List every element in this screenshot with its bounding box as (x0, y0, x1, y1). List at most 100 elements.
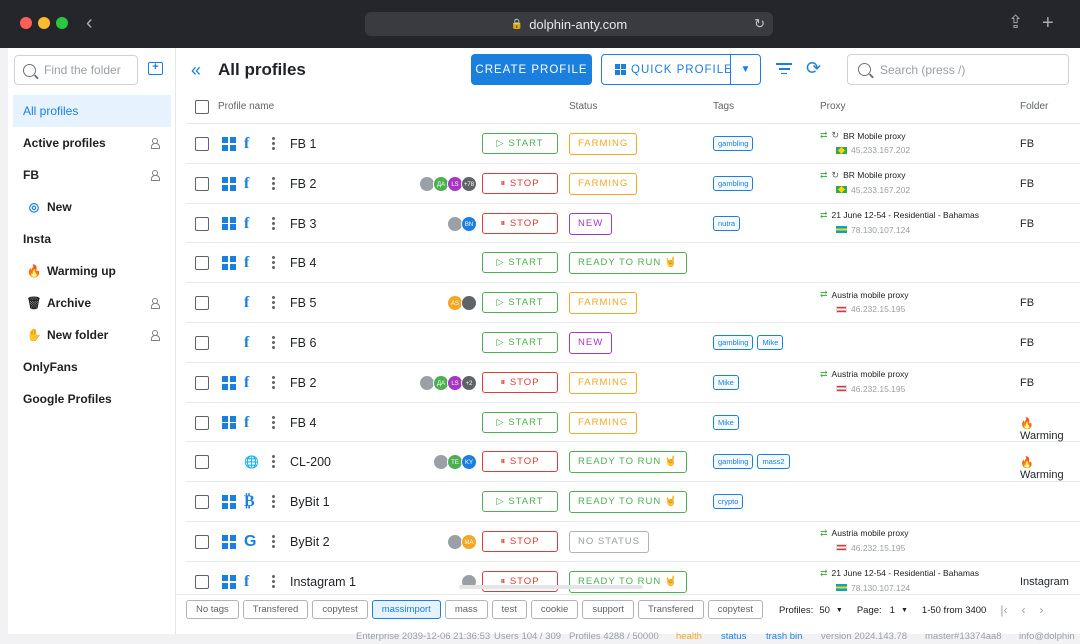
profile-name[interactable]: FB 6 (290, 335, 317, 350)
sidebar-item[interactable]: Insta (13, 223, 171, 255)
profile-name[interactable]: Instagram 1 (290, 574, 357, 589)
footer-status-link[interactable]: status (721, 631, 747, 642)
more-options-icon[interactable] (272, 335, 275, 351)
sidebar-item[interactable]: All profiles (13, 95, 171, 127)
create-profile-button[interactable]: CREATE PROFILE (471, 54, 592, 85)
reload-icon[interactable]: ↻ (754, 16, 765, 31)
proxy-cell[interactable]: ⇄ Austria mobile proxy 46.232.15.195 (820, 369, 909, 394)
table-row[interactable]: f FB 4 ▷ START READY TO RUN 🤘 (186, 243, 1080, 284)
new-tab-icon[interactable]: + (1042, 12, 1054, 34)
filter-icon[interactable] (776, 63, 792, 75)
profile-name[interactable]: FB 1 (290, 137, 317, 151)
horizontal-scrollbar[interactable] (459, 585, 643, 589)
status-badge[interactable]: NEW (569, 331, 613, 354)
profile-name[interactable]: FB 5 (290, 296, 317, 311)
maximize-window-button[interactable] (56, 17, 68, 29)
collapse-sidebar-icon[interactable]: « (191, 60, 202, 80)
select-all-checkbox[interactable] (195, 100, 209, 114)
start-button[interactable]: ▷ START (482, 331, 558, 353)
tag-chip[interactable]: mass2 (757, 454, 790, 470)
proxy-cell[interactable]: ⇄ ↻ BR Mobile proxy 45.233.167.202 (820, 130, 910, 155)
more-options-icon[interactable] (272, 137, 275, 152)
stop-button[interactable]: ⏸ STOP (482, 371, 558, 393)
status-badge[interactable]: FARMING (569, 133, 638, 155)
sidebar-item[interactable]: Active profiles (13, 127, 171, 159)
proxy-cell[interactable]: ⇄ 21 June 12-54 - Residential - Bahamas 78… (820, 568, 979, 593)
status-badge[interactable]: FARMING (569, 292, 638, 315)
status-badge[interactable]: FARMING (569, 172, 638, 195)
footer-health-link[interactable]: health (676, 631, 702, 642)
tag-filter-chip[interactable]: test (491, 600, 527, 619)
add-folder-icon[interactable]: + (148, 62, 163, 75)
tag-chip[interactable]: nutra (713, 215, 741, 231)
stop-button[interactable]: ⏸ STOP (482, 212, 558, 234)
more-options-icon[interactable] (272, 216, 275, 232)
tag-filter-chip[interactable]: massimport (371, 600, 441, 619)
table-row[interactable]: f FB 5 AS ▷ START FARMING ⇄ Austria mobile pro… (186, 283, 1080, 323)
quick-profile-button[interactable]: QUICK PROFILE ▼ (601, 54, 761, 85)
minimize-window-button[interactable] (38, 17, 50, 29)
status-badge[interactable]: FARMING (569, 411, 638, 434)
start-button[interactable]: ▷ START (482, 491, 558, 513)
more-options-icon[interactable] (272, 574, 275, 590)
tag-chip[interactable]: gambling (713, 175, 754, 191)
start-button[interactable]: ▷ START (482, 411, 558, 433)
row-checkbox[interactable] (195, 256, 209, 271)
more-options-icon[interactable] (272, 415, 275, 431)
stop-button[interactable]: ⏸ STOP (482, 172, 558, 194)
tag-chip[interactable]: gambling (713, 334, 754, 350)
tag-chip[interactable]: gambling (713, 454, 754, 470)
status-badge[interactable]: READY TO RUN 🤘 (569, 570, 687, 593)
profile-name[interactable]: FB 4 (290, 415, 317, 430)
row-checkbox[interactable] (195, 375, 209, 390)
sidebar-item[interactable]: ✋ New folder (13, 319, 171, 351)
profile-name[interactable]: ByBit 1 (290, 495, 330, 510)
tag-chip[interactable]: Mike (713, 374, 739, 390)
row-checkbox[interactable] (195, 176, 209, 191)
sidebar-item[interactable]: FB (13, 159, 171, 191)
tag-filter-chip[interactable]: copytest (707, 600, 763, 619)
tag-filter-chip[interactable]: No tags (186, 600, 239, 619)
more-options-icon[interactable] (272, 176, 275, 192)
prev-page-icon[interactable]: ‹ (1021, 603, 1026, 617)
refresh-icon[interactable]: ⟳ (806, 58, 822, 78)
profile-name[interactable]: CL-200 (290, 455, 331, 470)
tag-chip[interactable]: Mike (757, 334, 784, 350)
start-button[interactable]: ▷ START (482, 133, 558, 154)
table-row[interactable]: f FB 6 ▷ START NEW gambling Mike FB (186, 323, 1080, 363)
more-options-icon[interactable] (272, 534, 275, 550)
tag-filter-chip[interactable]: cookie (530, 600, 579, 619)
table-row[interactable]: 🌐 CL-200 TE KY ⏸ STOP READY TO RUN 🤘 gambling m… (186, 442, 1080, 483)
back-icon[interactable]: ‹ (86, 12, 93, 34)
stop-button[interactable]: ⏸ STOP (482, 570, 558, 592)
row-checkbox[interactable] (195, 137, 209, 151)
table-row[interactable]: ₿ ByBit 1 ▷ START READY TO RUN 🤘 crypto (186, 482, 1080, 522)
tag-filter-chip[interactable]: mass (444, 600, 488, 619)
proxy-cell[interactable]: ⇄ Austria mobile proxy 46.232.15.195 (820, 528, 909, 553)
row-checkbox[interactable] (195, 534, 209, 549)
column-proxy[interactable]: Proxy (820, 101, 846, 112)
page-select[interactable]: 1 (889, 604, 895, 616)
status-badge[interactable]: FARMING (569, 371, 638, 394)
footer-trash-link[interactable]: trash bin (766, 631, 803, 642)
proxy-cell[interactable]: ⇄ ↻ BR Mobile proxy 45.233.167.202 (820, 170, 910, 195)
table-row[interactable]: f FB 4 ▷ START FARMING Mike 🔥 Warming (186, 403, 1080, 443)
tag-filter-chip[interactable]: Transfered (242, 600, 309, 619)
chevron-down-icon[interactable]: ▼ (835, 606, 843, 614)
next-page-icon[interactable]: › (1039, 603, 1044, 617)
sidebar-item[interactable]: OnlyFans (13, 351, 171, 383)
more-options-icon[interactable] (272, 455, 275, 470)
footer-email[interactable]: info@dolphin (1019, 631, 1075, 642)
proxy-cell[interactable]: ⇄ Austria mobile proxy 46.232.15.195 (820, 289, 909, 314)
table-row[interactable]: f Instagram 1 ⏸ STOP READY TO RUN 🤘 ⇄ 21 June… (186, 562, 1080, 602)
status-badge[interactable]: READY TO RUN 🤘 (569, 491, 687, 514)
profile-name[interactable]: FB 2 (290, 375, 317, 390)
profile-search-input[interactable]: Search (press /) (847, 54, 1069, 85)
sidebar-item[interactable]: 🗑 Archive (13, 287, 171, 319)
profile-name[interactable]: FB 3 (290, 216, 317, 231)
stop-button[interactable]: ⏸ STOP (482, 451, 558, 473)
sidebar-item[interactable]: Google Profiles (13, 383, 171, 415)
row-checkbox[interactable] (195, 455, 209, 470)
profiles-per-page-select[interactable]: 50 (819, 604, 830, 616)
row-checkbox[interactable] (195, 335, 209, 350)
